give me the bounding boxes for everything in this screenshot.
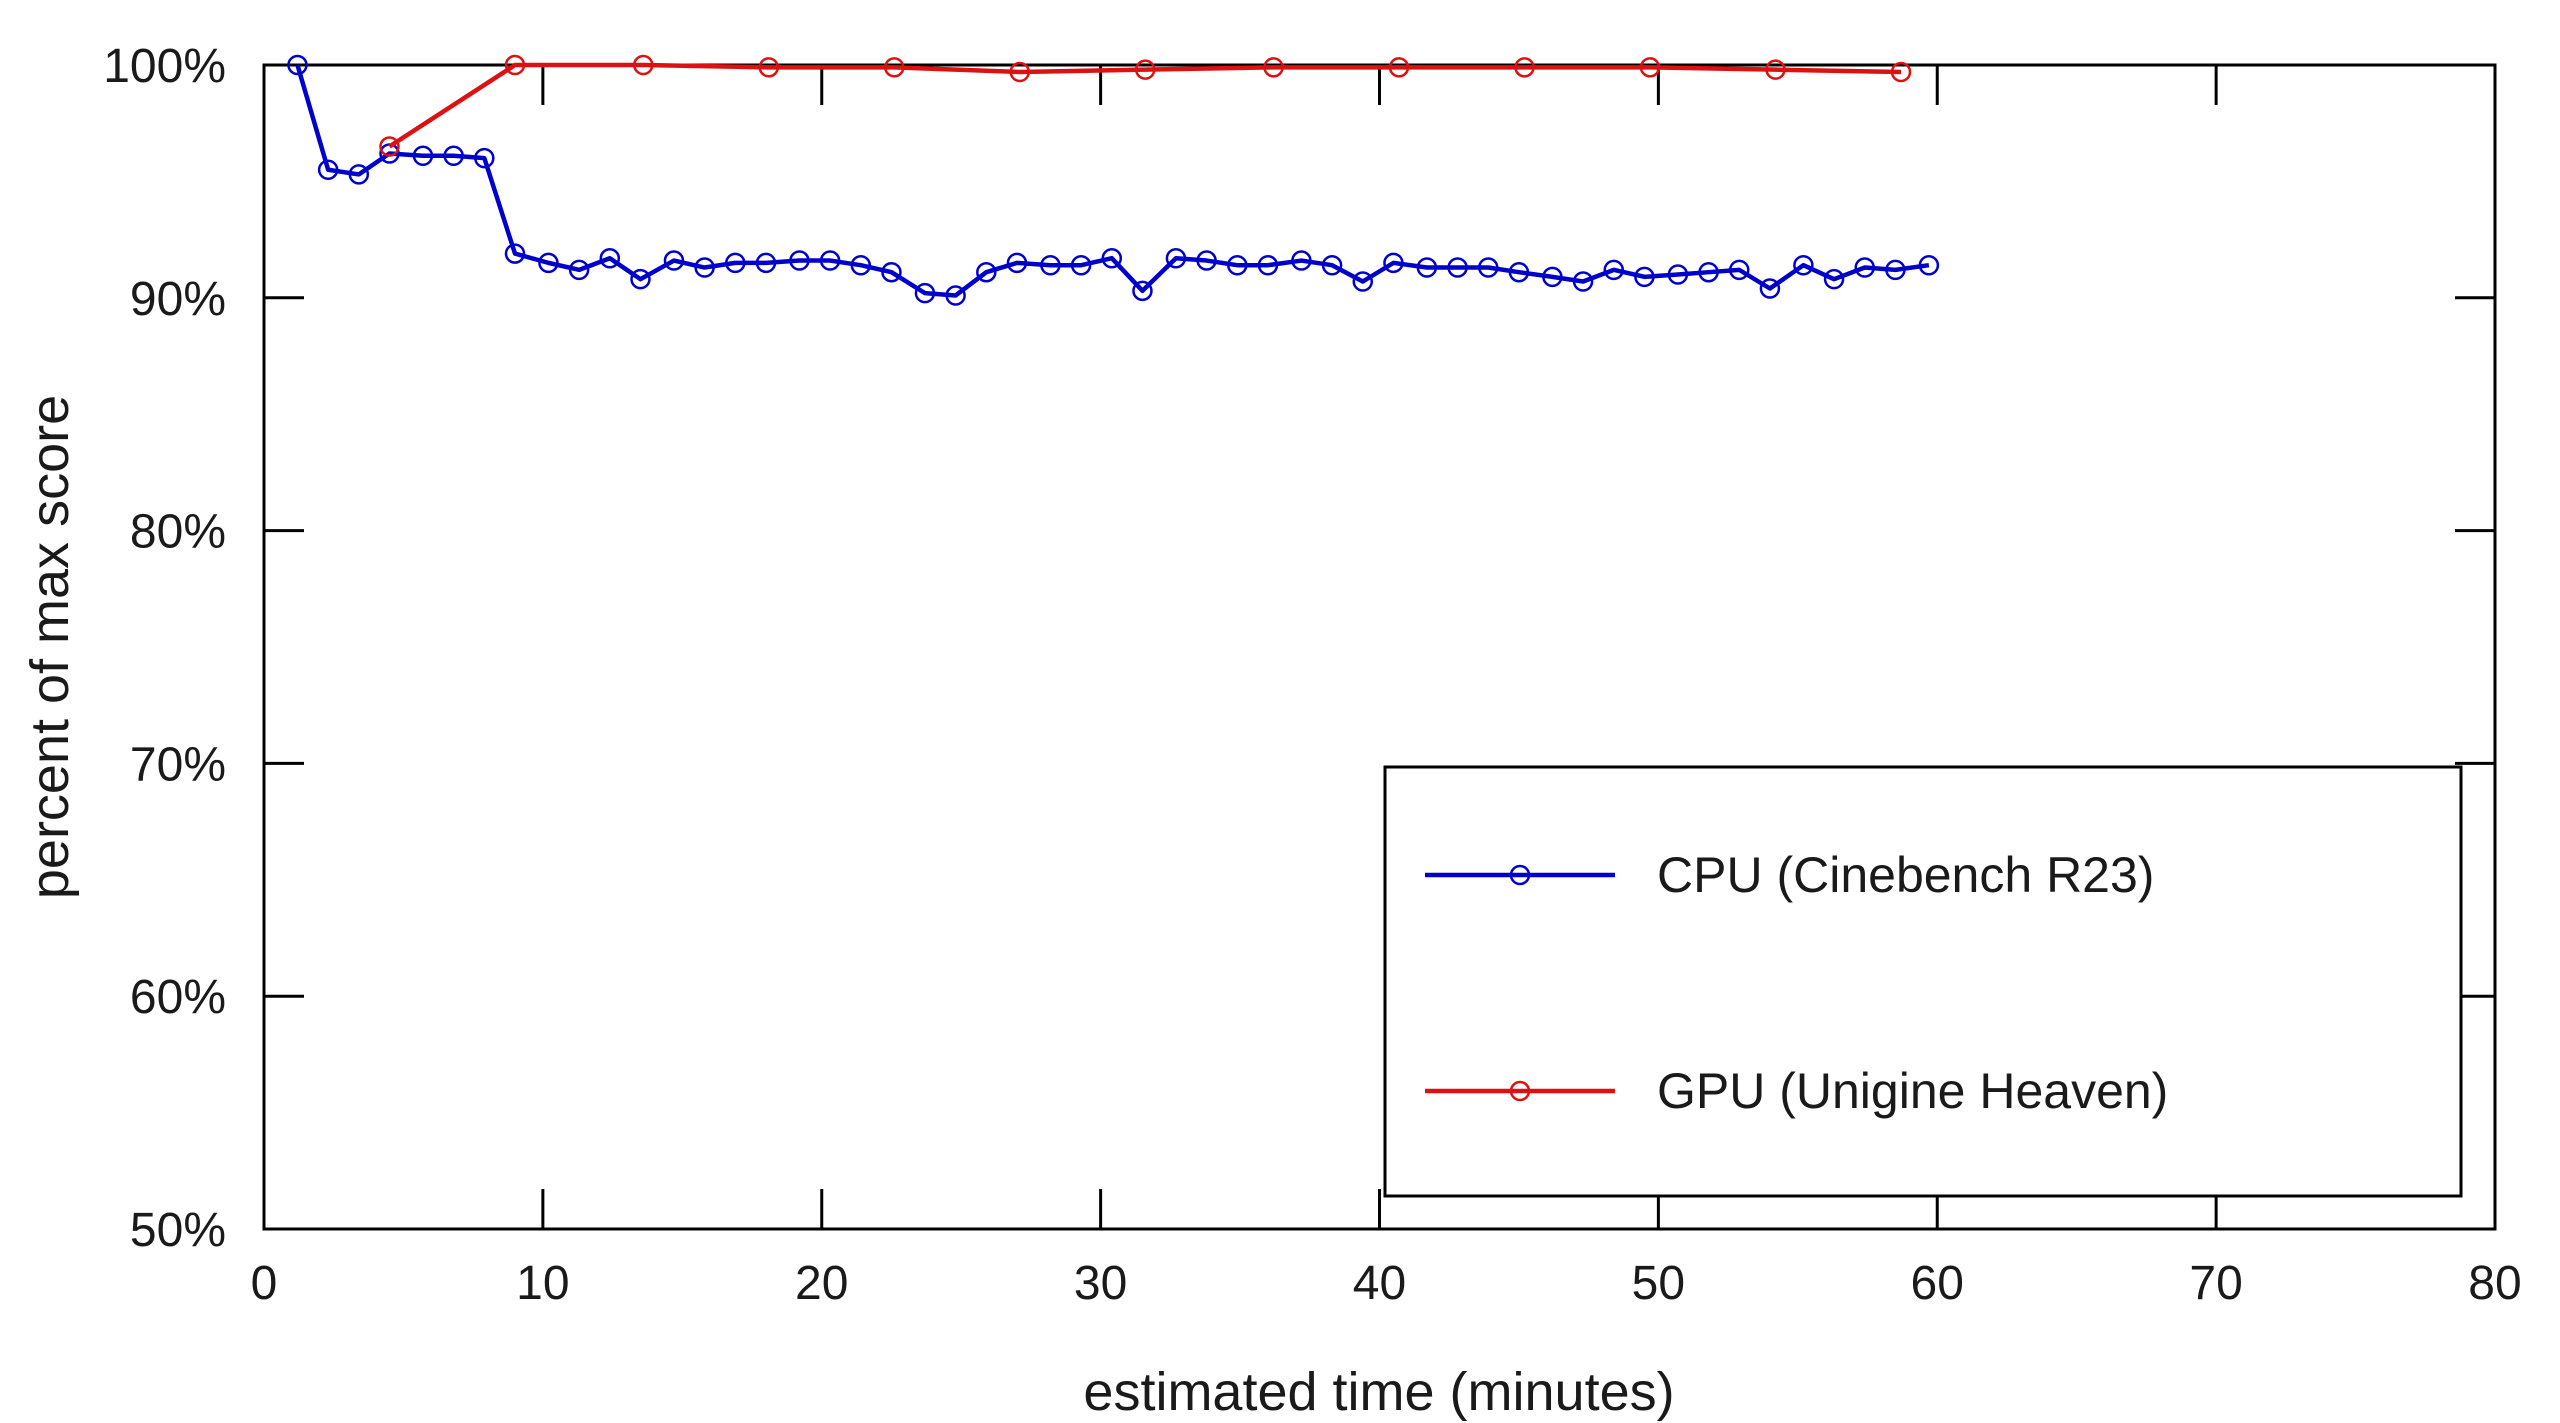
x-tick-label: 80 (2468, 1257, 2521, 1310)
data-point-cpu (1352, 271, 1374, 292)
y-tick-label: 90% (130, 273, 226, 326)
data-point-cpu (1416, 257, 1438, 278)
data-point-cpu (1291, 250, 1312, 271)
data-point-gpu (504, 54, 526, 76)
data-point-cpu (976, 261, 997, 283)
legend-label-cpu: CPU (Cinebench R23) (1657, 847, 2154, 903)
data-point-cpu (850, 254, 872, 276)
y-tick-label: 60% (130, 971, 226, 1024)
x-tick-label: 70 (2189, 1257, 2242, 1310)
data-point-cpu (1508, 261, 1530, 283)
data-point-gpu (1263, 57, 1284, 78)
series-layer (287, 54, 1940, 306)
data-point-gpu (1388, 57, 1410, 78)
data-point-cpu (1728, 259, 1750, 281)
data-point-cpu (819, 250, 841, 271)
data-point-cpu (1257, 254, 1279, 276)
data-point-cpu (755, 252, 777, 274)
data-point-cpu (1101, 247, 1123, 269)
data-point-gpu (1514, 57, 1535, 78)
data-point-cpu (348, 164, 370, 185)
data-point-cpu (1603, 259, 1625, 281)
x-axis-ticks: 0 10 20 30 40 50 60 70 80 (251, 65, 2522, 1310)
data-point-gpu (379, 136, 400, 157)
data-point-gpu (1765, 59, 1786, 80)
data-point-cpu (1196, 250, 1217, 271)
data-point-cpu (1006, 252, 1028, 274)
x-tick-label: 20 (795, 1257, 848, 1310)
x-tick-label: 0 (251, 1257, 278, 1310)
series-line-gpu (388, 62, 1902, 149)
series-gpu (379, 54, 1912, 157)
x-tick-label: 30 (1074, 1257, 1127, 1310)
data-point-cpu (1572, 271, 1594, 292)
data-point-cpu (1321, 254, 1343, 276)
series-line-cpu (295, 64, 1930, 298)
data-point-cpu (1667, 264, 1689, 285)
legend: CPU (Cinebench R23) GPU (Unigine Heaven) (1383, 765, 2463, 1198)
data-point-cpu (1478, 257, 1499, 278)
data-point-cpu (945, 285, 966, 306)
data-point-cpu (1634, 266, 1655, 288)
data-point-gpu (1009, 61, 1031, 83)
data-point-gpu (758, 57, 780, 78)
data-point-cpu (630, 268, 651, 290)
data-point-cpu (504, 243, 526, 264)
data-point-cpu (1759, 278, 1781, 299)
data-point-cpu (1823, 268, 1845, 290)
data-point-cpu (1447, 257, 1468, 278)
data-point-cpu (663, 250, 685, 271)
data-point-cpu (881, 261, 902, 283)
x-axis-label: estimated time (minutes) (1083, 1362, 1674, 1422)
data-point-cpu (1227, 254, 1248, 276)
data-point-cpu (789, 250, 810, 271)
data-point-cpu (1040, 254, 1061, 276)
x-tick-label: 40 (1353, 1257, 1406, 1310)
x-tick-label: 60 (1911, 1257, 1964, 1310)
data-point-cpu (443, 145, 464, 167)
data-point-cpu (1918, 254, 1940, 276)
series-cpu (287, 54, 1940, 306)
data-point-gpu (884, 57, 905, 78)
data-point-cpu (1165, 247, 1187, 269)
data-point-cpu (1698, 261, 1719, 283)
data-point-cpu (317, 159, 339, 181)
y-axis-ticks: 50% 60% 70% 80% 90% 100% (103, 40, 2495, 1257)
y-axis-label: percent of max score (20, 395, 80, 899)
data-point-cpu (1854, 257, 1875, 278)
legend-marker-gpu (1509, 1080, 1531, 1102)
data-point-gpu (1134, 59, 1156, 80)
data-point-cpu (914, 282, 936, 304)
y-tick-label: 70% (130, 738, 226, 791)
data-point-cpu (474, 147, 495, 169)
data-point-cpu (1885, 259, 1906, 281)
data-point-cpu (694, 257, 715, 278)
data-point-gpu (633, 54, 654, 76)
data-point-cpu (1132, 280, 1153, 302)
data-point-cpu (599, 247, 621, 269)
data-point-cpu (1793, 254, 1814, 276)
data-point-cpu (1383, 252, 1404, 274)
data-point-gpu (1890, 61, 1912, 83)
data-point-cpu (725, 252, 746, 274)
y-tick-label: 100% (103, 40, 226, 93)
x-tick-label: 50 (1632, 1257, 1685, 1310)
x-tick-label: 10 (516, 1257, 569, 1310)
y-tick-label: 50% (130, 1204, 226, 1257)
data-point-cpu (538, 252, 559, 274)
data-point-cpu (412, 145, 434, 167)
legend-box (1383, 765, 2463, 1198)
y-tick-label: 80% (130, 506, 226, 559)
data-point-cpu (1070, 254, 1092, 276)
data-point-cpu (1542, 266, 1563, 288)
data-point-cpu (568, 259, 590, 281)
legend-marker-cpu (1509, 864, 1531, 886)
data-point-gpu (1639, 57, 1661, 78)
legend-label-gpu: GPU (Unigine Heaven) (1657, 1063, 2168, 1119)
data-point-cpu (287, 54, 308, 76)
